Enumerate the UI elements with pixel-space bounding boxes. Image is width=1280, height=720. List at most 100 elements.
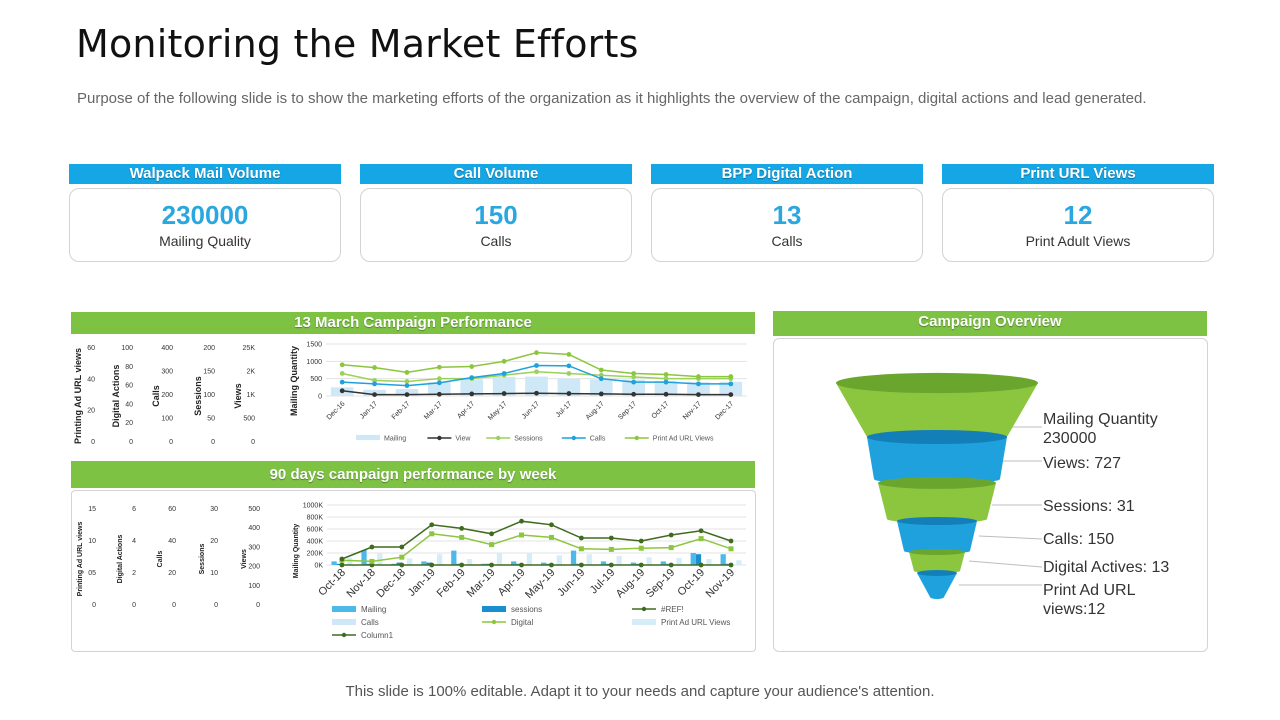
- side-axis-tick: 80: [125, 364, 133, 371]
- legend-swatch: [332, 606, 356, 612]
- data-point: [469, 375, 475, 381]
- side-axis-tick: 100: [248, 583, 260, 590]
- side-axis-tick: 150: [203, 369, 215, 376]
- bar-print-ad-url-views: [436, 554, 443, 565]
- legend-marker: [641, 606, 647, 612]
- legend-swatch: [332, 619, 356, 625]
- bar-mailing: [600, 561, 607, 565]
- legend-marker: [341, 632, 347, 638]
- kpi-label: Calls: [771, 233, 803, 249]
- funnel-stage: [897, 521, 977, 551]
- legend-label: Sessions: [514, 436, 543, 443]
- x-tick-label: Jun-17: [521, 400, 541, 420]
- x-tick-label: Dec-18: [374, 567, 408, 601]
- x-tick-label: Oct-19: [675, 567, 707, 599]
- bar-print-ad-url-views: [616, 556, 622, 565]
- data-point: [728, 538, 734, 544]
- bar-mailing: [720, 554, 726, 565]
- data-point: [501, 358, 507, 364]
- legend-label: Calls: [590, 436, 606, 443]
- data-point: [578, 535, 584, 541]
- bar-sessions: [396, 562, 402, 565]
- data-point: [663, 376, 669, 382]
- legend-swatch: [482, 606, 506, 612]
- data-point: [696, 381, 701, 387]
- side-axis-tick: 200: [161, 392, 173, 399]
- bar-mailing: [428, 382, 451, 396]
- data-point: [372, 392, 377, 398]
- side-axis-label: Sessions: [199, 544, 206, 575]
- bar-mailing: [421, 561, 427, 565]
- side-axis-tick: 300: [248, 544, 260, 551]
- side-axis-label: Calls: [151, 385, 161, 407]
- data-point: [404, 370, 410, 375]
- data-point: [534, 390, 539, 396]
- funnel-stage: [836, 383, 1038, 437]
- y-axis-label: Mailing Quantity: [289, 346, 299, 416]
- data-point: [631, 371, 637, 376]
- data-point: [638, 562, 644, 568]
- x-tick-label: Nov-18: [344, 567, 378, 601]
- kpi-label: Mailing Quality: [159, 233, 251, 249]
- data-point: [489, 542, 495, 548]
- data-point: [372, 381, 377, 387]
- bar-mailing: [687, 382, 710, 396]
- legend-label: View: [455, 436, 471, 443]
- side-axis-tick: 400: [161, 345, 173, 352]
- bar-print-ad-url-views: [586, 554, 592, 565]
- data-point: [469, 391, 475, 397]
- side-axis-tick: 25K: [243, 345, 256, 352]
- y-tick-label: 400K: [307, 539, 324, 546]
- bar-print-ad-url-views: [347, 557, 353, 565]
- chart2-title: 90 days campaign performance by week: [71, 461, 755, 488]
- kpi-card-mail-volume: 230000 Mailing Quality: [69, 188, 341, 262]
- funnel-value-mailing: 230000: [1043, 430, 1097, 447]
- side-axis-label: Printing Ad URL views: [77, 522, 84, 597]
- y-tick-label: 600K: [307, 527, 324, 534]
- side-axis-label: Printing Ad URL views: [73, 348, 83, 444]
- data-point: [608, 562, 614, 568]
- x-tick-label: Sep-19: [644, 567, 678, 601]
- y-tick-label: 1500: [306, 342, 322, 349]
- bar-print-ad-url-views: [407, 558, 413, 565]
- side-axis-tick: 2K: [246, 369, 255, 376]
- data-point: [404, 383, 410, 388]
- chart2-panel: 15 10 05 0 Printing Ad URL views 6 4 2 0 Digital …: [71, 490, 756, 652]
- data-point: [728, 392, 734, 398]
- side-axis-tick: 0: [211, 439, 215, 446]
- data-point: [459, 534, 465, 540]
- bar-mailing: [525, 376, 548, 396]
- data-point: [598, 367, 604, 373]
- data-point: [339, 388, 345, 394]
- side-axis-tick: 40: [125, 401, 133, 408]
- data-point: [598, 376, 604, 382]
- side-axis-tick: 15: [88, 506, 96, 513]
- data-point: [668, 562, 674, 568]
- funnel-leader-line: [968, 560, 1043, 568]
- kpi-value: 12: [1063, 200, 1093, 230]
- data-point: [534, 363, 539, 368]
- data-point: [534, 350, 539, 356]
- y-tick-label: 0: [318, 394, 322, 401]
- funnel-leader-line: [978, 535, 1043, 540]
- bar-mailing: [460, 379, 484, 396]
- data-point: [519, 532, 525, 538]
- kpi-label: Calls: [480, 233, 512, 249]
- legend-label: Calls: [361, 618, 379, 627]
- side-axis-tick: 0: [132, 602, 136, 609]
- data-point: [631, 374, 637, 380]
- bar-print-ad-url-views: [706, 559, 712, 565]
- legend-swatch: [356, 435, 380, 440]
- bar-mailing: [492, 376, 516, 396]
- data-point: [519, 518, 524, 524]
- data-point: [436, 364, 442, 370]
- data-point: [399, 562, 405, 568]
- funnel-stage: [909, 552, 965, 571]
- data-point: [549, 522, 554, 528]
- kpi-card-print-url-views: 12 Print Adult Views: [942, 188, 1214, 262]
- data-point: [663, 372, 669, 377]
- data-point: [339, 379, 345, 385]
- x-tick-label: Nov-17: [682, 400, 703, 421]
- data-point: [668, 545, 674, 551]
- side-axis-tick: 300: [161, 369, 173, 376]
